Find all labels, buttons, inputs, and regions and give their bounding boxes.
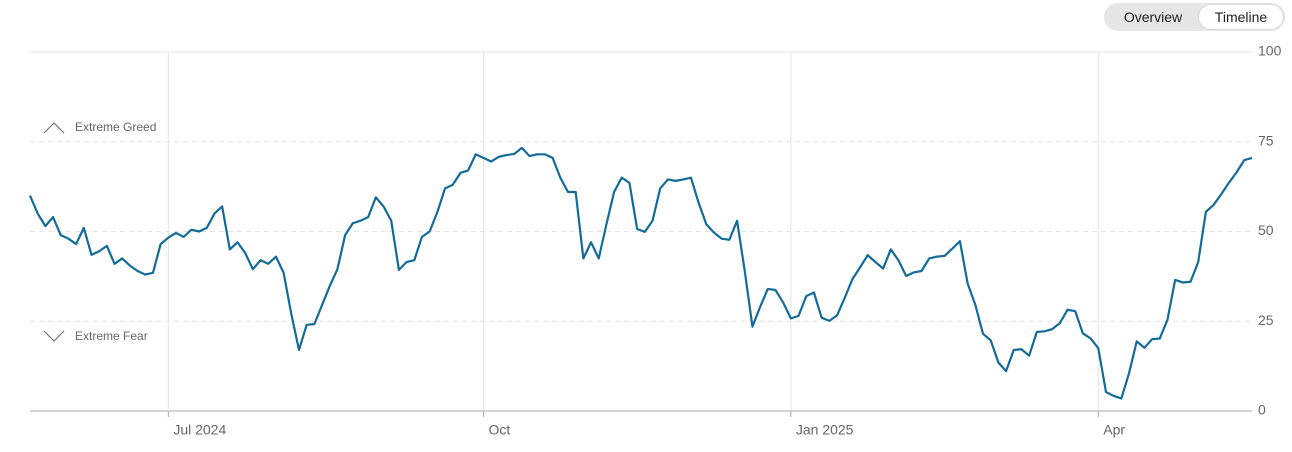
- x-tick-label: Oct: [488, 422, 510, 438]
- timeline-button[interactable]: Timeline: [1199, 5, 1283, 29]
- y-tick-label: 50: [1258, 222, 1274, 238]
- index-line: [28, 146, 1253, 400]
- plot: 0 25 50 75 100 Jul 2024 Oct Jan 2025 Apr: [28, 43, 1282, 438]
- fear-icon: [43, 330, 65, 342]
- annotation: Extreme Fear: [75, 329, 148, 343]
- overview-button[interactable]: Overview: [1123, 9, 1183, 25]
- greed-icon: [43, 122, 65, 134]
- annotation: Extreme Greed: [75, 120, 156, 134]
- x-tick-label: Apr: [1103, 422, 1125, 438]
- y-tick-label: 0: [1258, 402, 1266, 418]
- x-tick-label: Jan 2025: [796, 422, 854, 438]
- y-tick-label: 100: [1258, 43, 1282, 59]
- y-tick-label: 75: [1258, 132, 1274, 148]
- y-tick-label: 25: [1258, 312, 1274, 328]
- view-toggle: Overview Timeline: [1104, 3, 1285, 31]
- x-tick-label: Jul 2024: [173, 422, 226, 438]
